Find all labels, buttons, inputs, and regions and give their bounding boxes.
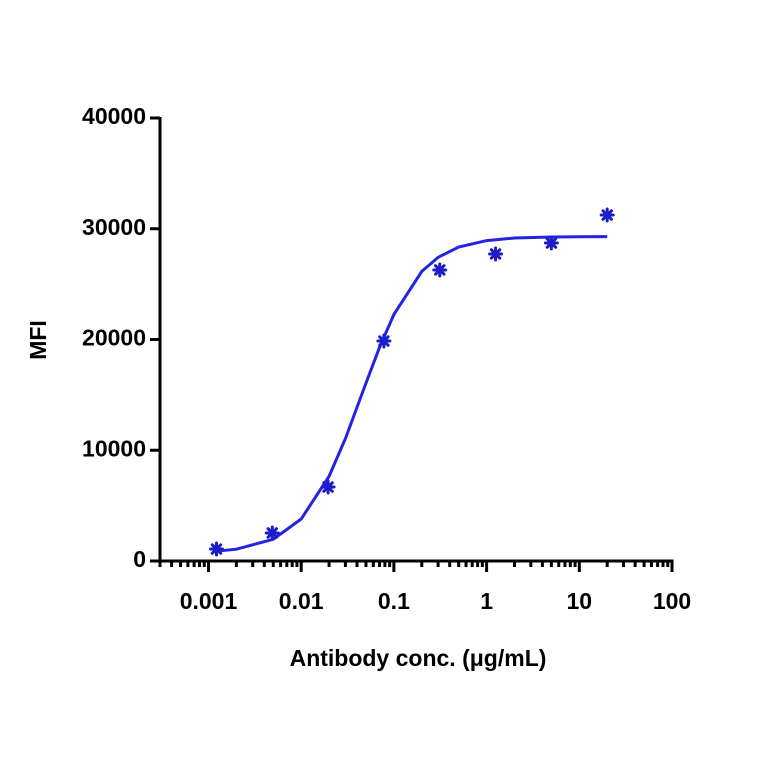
data-point xyxy=(599,207,615,223)
data-point xyxy=(543,235,559,251)
marker-stroke xyxy=(489,248,502,260)
y-tick-label: 10000 xyxy=(82,435,146,461)
data-point xyxy=(264,525,280,541)
marker-stroke xyxy=(266,527,279,539)
fit-curve xyxy=(215,235,608,553)
y-tick-label: 20000 xyxy=(82,325,146,351)
marker-stroke xyxy=(601,209,613,221)
data-point xyxy=(320,479,336,495)
x-tick-label: 100 xyxy=(653,588,691,614)
x-tick-label: 10 xyxy=(566,588,592,614)
y-tick-label: 40000 xyxy=(82,103,146,129)
x-axis-label: Antibody conc. (μg/mL) xyxy=(290,645,547,671)
y-tick-label: 30000 xyxy=(82,214,146,240)
x-tick-label: 1 xyxy=(480,588,493,614)
marker-stroke xyxy=(545,237,558,249)
y-tick-label: 0 xyxy=(133,546,146,572)
y-axis-label: MFI xyxy=(25,320,51,360)
x-tick-label: 0.01 xyxy=(279,588,324,614)
data-point xyxy=(376,333,392,349)
marker-stroke xyxy=(434,264,446,276)
marker-stroke xyxy=(210,543,223,555)
data-point xyxy=(432,262,448,278)
data-point xyxy=(488,246,504,262)
data-point xyxy=(208,541,224,557)
marker-stroke xyxy=(322,481,334,493)
marker-stroke xyxy=(378,335,390,347)
x-tick-label: 0.001 xyxy=(180,588,238,614)
x-tick-label: 0.1 xyxy=(378,588,410,614)
